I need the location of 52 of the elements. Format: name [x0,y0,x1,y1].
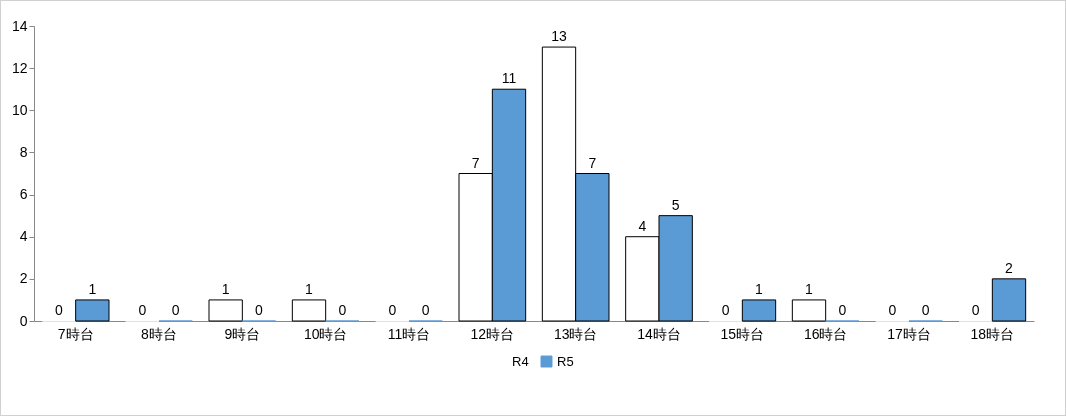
data-label: 13 [551,28,567,45]
x-tick-label: 14時台 [637,325,681,342]
data-label: 7 [588,154,597,171]
data-label: 0 [421,302,430,318]
data-label: 0 [838,302,847,318]
data-label: 7 [471,154,480,171]
data-label: 0 [721,302,730,318]
x-tick-label: 11時台 [387,325,431,342]
data-label: 0 [921,302,930,318]
data-label: 0 [255,302,264,318]
bar [741,299,777,322]
data-label: 5 [671,196,680,213]
y-tick-label: 6 [19,186,28,203]
y-tick-label: 14 [11,17,28,34]
data-label: 1 [88,280,97,297]
data-label: 0 [171,302,180,318]
y-tick-label: 2 [19,270,28,287]
x-tick-label: 7時台 [57,325,94,342]
x-tick-label: 18時台 [970,325,1015,342]
data-label: 1 [755,280,764,297]
y-tick-label: 10 [11,101,28,118]
x-tick-label: 17時台 [887,325,931,342]
data-label: 4 [638,217,647,234]
data-label: 0 [338,302,347,318]
data-label: 1 [805,280,814,297]
data-label: 0 [55,302,64,318]
x-tick-label: 9時台 [224,325,261,342]
x-tick-label: 8時台 [141,325,177,342]
text: R4 [512,353,529,369]
y-tick-label: 12 [11,59,28,76]
y-tick-label: 4 [19,228,28,245]
data-label: 1 [305,280,314,297]
bar [791,299,827,322]
data-label: 2 [1005,259,1014,276]
x-tick-label: 10時台 [303,325,348,342]
legend-label: R5 [557,353,574,369]
data-label: 1 [221,280,230,297]
bar [208,299,243,322]
y-tick-label: 8 [19,143,28,160]
y-tick-label: 0 [19,312,28,329]
data-label: 0 [388,302,397,318]
data-label: 0 [138,302,147,318]
bar [291,299,327,322]
bar [75,299,110,322]
x-tick-label: 13時台 [553,325,598,342]
data-label: 0 [888,302,897,318]
x-tick-label: 15時台 [720,325,765,342]
x-tick-label: 16時台 [803,325,848,342]
bar [991,278,1027,322]
data-label: 11 [501,70,517,87]
x-tick-label: 12時台 [470,325,515,342]
data-label: 0 [971,302,980,318]
